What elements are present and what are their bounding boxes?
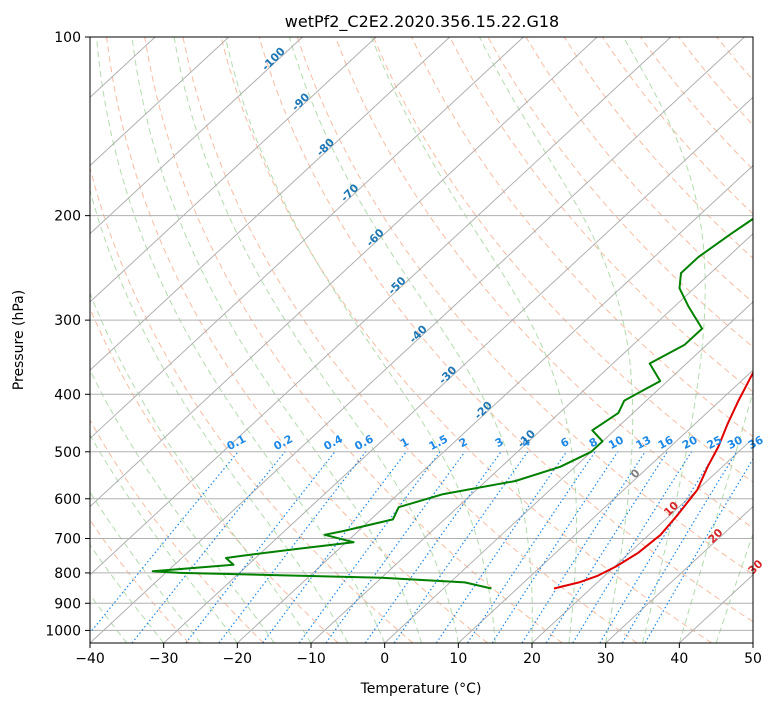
x-tick-label: 10 — [449, 651, 467, 667]
dry-adiabat-line — [182, 37, 638, 643]
isotherm-line — [236, 164, 753, 643]
dry-adiabat-line — [90, 419, 264, 643]
temperature-profile-line — [553, 370, 753, 590]
isotherm-line — [0, 37, 8, 643]
moist-adiabat-line — [370, 37, 577, 643]
chart-title: wetPf2_C2E2.2020.356.15.22.G18 — [285, 12, 559, 32]
isotherm-line — [90, 37, 377, 303]
x-tick-label: 0 — [380, 651, 389, 667]
dry-adiabat-line — [258, 37, 753, 623]
moist-adiabat-line — [224, 37, 496, 643]
mixing-ratio-line — [298, 451, 441, 643]
mixing-ratio-label: 25 — [705, 433, 725, 452]
isotherm-line — [752, 642, 753, 643]
isotherm-line — [310, 233, 753, 643]
mixing-ratio-line — [466, 451, 596, 643]
mixing-ratio-line — [262, 451, 407, 643]
mixing-ratio-line — [131, 451, 286, 643]
isotherm-line — [90, 37, 598, 508]
mixing-ratio-line — [325, 451, 466, 643]
isotherm-line — [90, 37, 230, 167]
moist-adiabat-line — [90, 369, 275, 643]
plot-frame — [89, 36, 754, 644]
mixing-ratio-label: 36 — [746, 433, 766, 452]
isotherm-line — [531, 437, 753, 643]
moist-adiabat-line — [131, 37, 422, 643]
moist-adiabat-line — [288, 37, 533, 643]
mixing-ratio-line — [545, 451, 668, 643]
y-tick-label: 200 — [54, 209, 81, 225]
isotherm-line — [90, 37, 303, 235]
mixing-ratio-line — [435, 451, 567, 643]
moist-adiabat-line — [90, 433, 238, 643]
x-tick-label: 30 — [597, 651, 615, 667]
y-tick-label: 1000 — [45, 623, 81, 639]
dry-adiabat-line — [373, 37, 753, 483]
plot-area — [90, 37, 753, 643]
y-tick-label: 900 — [54, 596, 81, 612]
mixing-ratio-label: 30 — [725, 433, 745, 452]
mixing-ratio-line — [218, 451, 367, 643]
moist-adiabat-line — [479, 37, 634, 643]
x-tick-label: −20 — [223, 651, 253, 667]
dry-adiabat-line — [296, 37, 753, 576]
y-tick-label: 700 — [54, 532, 81, 548]
mixing-ratio-line — [90, 451, 239, 634]
dry-adiabat-line — [755, 37, 775, 643]
dry-adiabat-line — [220, 37, 712, 643]
isotherm-line — [163, 96, 753, 643]
mixing-ratio-label: 20 — [680, 433, 700, 452]
background-lines — [0, 37, 775, 643]
dry-adiabat-line — [144, 37, 563, 643]
x-tick-label: 20 — [523, 651, 541, 667]
isotherm-line — [90, 37, 524, 440]
y-tick-label: 800 — [54, 566, 81, 582]
y-tick-label: 600 — [54, 492, 81, 508]
mixing-ratio-line — [521, 451, 646, 643]
y-tick-label: 500 — [54, 445, 81, 461]
dry-adiabat-line — [449, 37, 753, 393]
y-axis-label: Pressure (hPa) — [11, 290, 27, 390]
moist-adiabat-line — [90, 491, 201, 643]
moist-adiabat-line — [678, 389, 753, 643]
mixing-ratio-line — [491, 451, 619, 643]
moist-adiabat-line — [715, 532, 753, 643]
mixing-ratio-line — [393, 451, 529, 643]
isotherm-line — [384, 301, 753, 643]
y-tick-label: 400 — [54, 387, 81, 403]
x-tick-label: 40 — [670, 651, 688, 667]
dry-adiabat-line — [90, 165, 414, 643]
mixing-ratio-label: 16 — [656, 433, 676, 452]
x-axis-label: Temperature (°C) — [360, 681, 482, 697]
isotherm-line — [90, 37, 672, 576]
mixing-ratio-label: 10 — [606, 433, 626, 452]
y-tick-label: 100 — [54, 30, 81, 46]
y-tick-label: 300 — [54, 313, 81, 329]
dry-adiabat-line — [411, 37, 753, 438]
dewpoint-profile-line — [151, 217, 753, 590]
isotherm-line — [90, 37, 451, 371]
axes: −40 −30 −20 −10 0 10 20 30 40 50 100 200 300 400 500 60… — [45, 30, 762, 667]
moist-adiabat-line — [96, 37, 386, 643]
moist-adiabat-line — [173, 37, 459, 643]
x-tick-label: −30 — [149, 651, 179, 667]
profile-lines — [151, 217, 753, 590]
isotherm-line — [90, 37, 745, 643]
mixing-ratio-line — [364, 451, 502, 643]
x-tick-label: −40 — [75, 651, 105, 667]
isotherm-line — [457, 369, 753, 643]
moist-adiabat-line — [622, 37, 706, 643]
moist-adiabat-line — [90, 544, 165, 643]
x-tick-label: −10 — [296, 651, 326, 667]
mixing-ratio-line — [599, 451, 717, 643]
isotherm-line — [605, 505, 753, 643]
moist-adiabat-line — [90, 594, 128, 643]
x-tick-label: 50 — [744, 651, 762, 667]
mixing-ratio-label: 13 — [634, 433, 654, 452]
